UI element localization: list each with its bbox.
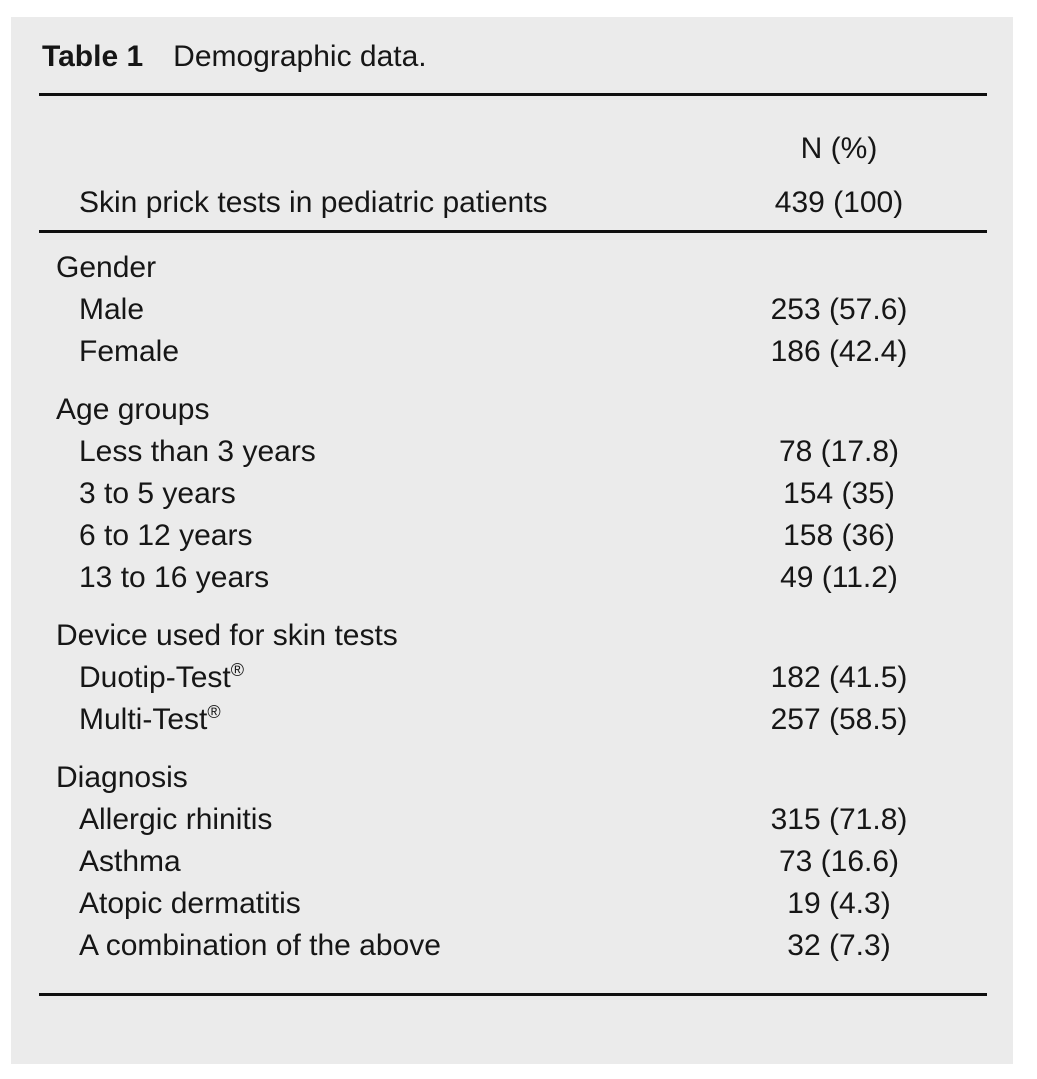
row-label-text: A combination of the above xyxy=(79,929,441,962)
summary-row-label: Skin prick tests in pediatric patients xyxy=(79,186,548,219)
row-label-text: 6 to 12 years xyxy=(79,519,253,552)
table-section: Gender Male 253 (57.6) Female 186 (42.4) xyxy=(11,247,1013,373)
row-label-text: Duotip-Test xyxy=(79,661,231,694)
row-label: Atopic dermatitis xyxy=(39,883,739,925)
row-label-text: Less than 3 years xyxy=(79,435,316,468)
row-label: Multi-Test® xyxy=(39,699,739,741)
row-value: 73 (16.6) xyxy=(778,845,900,878)
section-header: Gender xyxy=(56,251,157,284)
table-section: Diagnosis Allergic rhinitis 315 (71.8) A… xyxy=(11,757,1013,967)
row-value: 257 (58.5) xyxy=(770,703,908,736)
table-caption: Table 1 Demographic data. xyxy=(42,38,1013,76)
rule-mid xyxy=(39,230,987,233)
row-value: 154 (35) xyxy=(783,477,895,510)
section-header: Device used for skin tests xyxy=(56,619,398,652)
table-section: Device used for skin tests Duotip-Test® … xyxy=(11,615,1013,741)
table-row: Multi-Test® 257 (58.5) xyxy=(39,699,987,741)
rule-bottom xyxy=(39,993,987,996)
row-label: Duotip-Test® xyxy=(39,657,739,699)
section-rows: Allergic rhinitis 315 (71.8) Asthma 73 (… xyxy=(11,799,1013,967)
row-value: 158 (36) xyxy=(783,519,895,552)
summary-row: Skin prick tests in pediatric patients 4… xyxy=(39,182,987,224)
row-value: 253 (57.6) xyxy=(770,293,908,326)
row-label: 3 to 5 years xyxy=(39,473,739,515)
row-value: 186 (42.4) xyxy=(770,335,908,368)
row-label: 6 to 12 years xyxy=(39,515,739,557)
table-section: Age groups Less than 3 years 78 (17.8) 3… xyxy=(11,389,1013,599)
section-rows: Duotip-Test® 182 (41.5) Multi-Test® 257 … xyxy=(11,657,1013,741)
section-header: Diagnosis xyxy=(56,761,188,794)
column-header-n-pct: N (%) xyxy=(800,132,878,165)
section-rows: Male 253 (57.6) Female 186 (42.4) xyxy=(11,289,1013,373)
registered-trademark-mark: ® xyxy=(230,660,244,680)
row-label: 13 to 16 years xyxy=(39,557,739,599)
table-row: Duotip-Test® 182 (41.5) xyxy=(39,657,987,699)
table-row: Male 253 (57.6) xyxy=(39,289,987,331)
row-label: Female xyxy=(39,331,739,373)
table-row: 13 to 16 years 49 (11.2) xyxy=(39,557,987,599)
column-header-row: N (%) xyxy=(39,128,987,170)
row-value: 19 (4.3) xyxy=(787,887,891,920)
row-label-text: 3 to 5 years xyxy=(79,477,236,510)
rule-top xyxy=(39,93,987,96)
row-label: A combination of the above xyxy=(39,925,739,967)
row-value: 32 (7.3) xyxy=(787,929,891,962)
table-body: Gender Male 253 (57.6) Female 186 (42.4)… xyxy=(11,247,1013,967)
table-row: 3 to 5 years 154 (35) xyxy=(39,473,987,515)
row-value: 315 (71.8) xyxy=(770,803,908,836)
section-rows: Less than 3 years 78 (17.8) 3 to 5 years… xyxy=(11,431,1013,599)
row-value: 49 (11.2) xyxy=(780,561,898,594)
row-label-text: Male xyxy=(79,293,145,326)
table-panel: Table 1 Demographic data. N (%) Skin pric… xyxy=(11,17,1013,1064)
row-label-text: Multi-Test xyxy=(79,703,208,736)
row-label-text: Allergic rhinitis xyxy=(79,803,273,836)
row-label: Less than 3 years xyxy=(39,431,739,473)
row-value: 182 (41.5) xyxy=(770,661,908,694)
row-label: Male xyxy=(39,289,739,331)
row-label-text: Atopic dermatitis xyxy=(79,887,301,920)
row-label-text: Female xyxy=(79,335,180,368)
row-value: 78 (17.8) xyxy=(778,435,900,468)
table-title: Demographic data. xyxy=(173,40,427,73)
table-row: Asthma 73 (16.6) xyxy=(39,841,987,883)
table-row: 6 to 12 years 158 (36) xyxy=(39,515,987,557)
table-row: A combination of the above 32 (7.3) xyxy=(39,925,987,967)
table-row: Female 186 (42.4) xyxy=(39,331,987,373)
row-label-text: 13 to 16 years xyxy=(79,561,270,594)
table-row: Atopic dermatitis 19 (4.3) xyxy=(39,883,987,925)
table-row: Less than 3 years 78 (17.8) xyxy=(39,431,987,473)
row-label: Allergic rhinitis xyxy=(39,799,739,841)
row-label: Asthma xyxy=(39,841,739,883)
row-label-text: Asthma xyxy=(79,845,181,878)
registered-trademark-mark: ® xyxy=(207,702,221,722)
table-row: Allergic rhinitis 315 (71.8) xyxy=(39,799,987,841)
table-number: Table 1 xyxy=(42,40,144,73)
section-header: Age groups xyxy=(56,393,210,426)
summary-row-value: 439 (100) xyxy=(774,186,904,219)
